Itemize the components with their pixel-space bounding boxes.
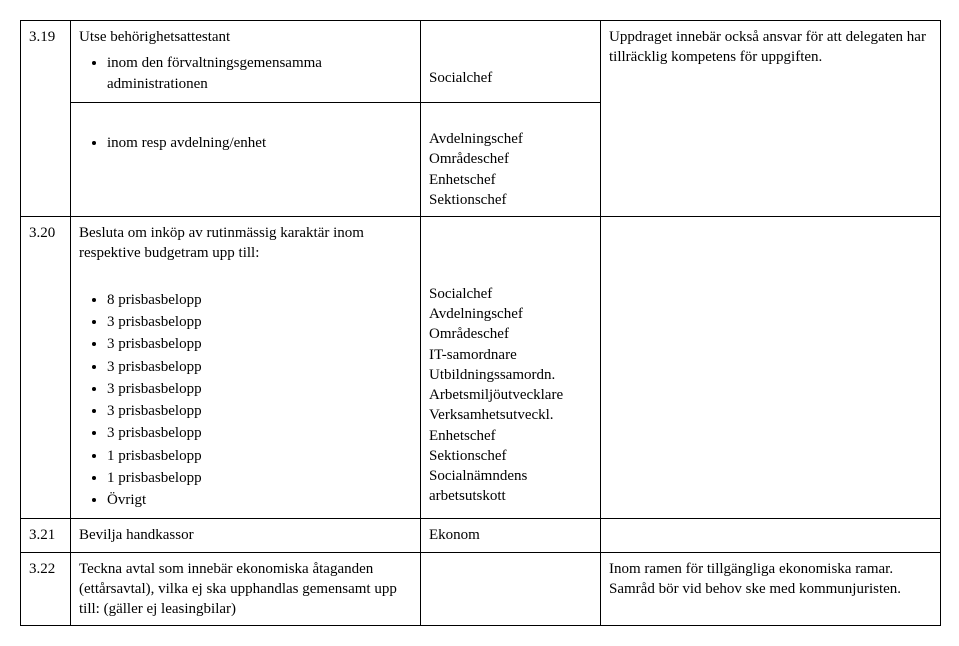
table-row: 3.19 Utse behörighetsattestant inom den … — [21, 21, 941, 103]
list-item: inom den förvaltningsgemensamma administ… — [107, 53, 412, 94]
row-note — [601, 519, 941, 552]
row-number: 3.22 — [21, 552, 71, 626]
list-item: inom resp avdelning/enhet — [107, 133, 412, 153]
list-item: 3 prisbasbelopp — [107, 379, 412, 399]
list-item: Övrigt — [107, 490, 412, 510]
table-row: 3.22 Teckna avtal som innebär ekonomiska… — [21, 552, 941, 626]
delegate-line: Områdeschef — [429, 149, 592, 169]
row-title: Besluta om inköp av rutinmässig karaktär… — [79, 225, 364, 261]
row-delegate: Avdelningschef Områdeschef Enhetschef Se… — [421, 102, 601, 216]
delegate-line: Verksamhetsutveckl. — [429, 405, 592, 425]
delegate-line: IT-samordnare — [429, 345, 592, 365]
row-desc: Besluta om inköp av rutinmässig karaktär… — [71, 217, 421, 519]
list-item: 3 prisbasbelopp — [107, 423, 412, 443]
delegate-line: Socialchef — [429, 284, 592, 304]
delegate-line: Enhetschef — [429, 170, 592, 190]
delegate-line: Enhetschef — [429, 426, 592, 446]
row-delegate — [421, 552, 601, 626]
delegate-text: Socialchef — [429, 70, 492, 86]
row-desc: Bevilja handkassor — [71, 519, 421, 552]
delegate-line: Sektionschef — [429, 190, 592, 210]
delegate-line: Arbetsmiljöutvecklare — [429, 385, 592, 405]
list-item: 1 prisbasbelopp — [107, 468, 412, 488]
row-number: 3.20 — [21, 217, 71, 519]
list-item: 1 prisbasbelopp — [107, 446, 412, 466]
list-item: 3 prisbasbelopp — [107, 401, 412, 421]
row-note: Uppdraget innebär också ansvar för att d… — [601, 21, 941, 217]
list-item: 3 prisbasbelopp — [107, 334, 412, 354]
list-item: 8 prisbasbelopp — [107, 290, 412, 310]
bullet-list: inom resp avdelning/enhet — [79, 133, 412, 153]
table-row: 3.21 Bevilja handkassor Ekonom — [21, 519, 941, 552]
row-number: 3.19 — [21, 21, 71, 217]
row-note — [601, 217, 941, 519]
delegation-table: 3.19 Utse behörighetsattestant inom den … — [20, 20, 941, 626]
list-item: 3 prisbasbelopp — [107, 357, 412, 377]
bullet-list: 8 prisbasbelopp 3 prisbasbelopp 3 prisba… — [79, 290, 412, 511]
row-desc: Utse behörighetsattestant inom den förva… — [71, 21, 421, 103]
delegate-line: Områdeschef — [429, 324, 592, 344]
bullet-list: inom den förvaltningsgemensamma administ… — [79, 53, 412, 94]
list-item: 3 prisbasbelopp — [107, 312, 412, 332]
row-desc: Teckna avtal som innebär ekonomiska åtag… — [71, 552, 421, 626]
delegate-line: Avdelningschef — [429, 304, 592, 324]
row-number: 3.21 — [21, 519, 71, 552]
row-delegate: Socialchef Avdelningschef Områdeschef IT… — [421, 217, 601, 519]
table-row: 3.20 Besluta om inköp av rutinmässig kar… — [21, 217, 941, 519]
row-delegate: Socialchef — [421, 21, 601, 103]
delegate-line: Socialnämndens arbetsutskott — [429, 466, 592, 507]
row-desc: inom resp avdelning/enhet — [71, 102, 421, 216]
row-delegate: Ekonom — [421, 519, 601, 552]
delegate-line: Utbildningssamordn. — [429, 365, 592, 385]
row-note: Inom ramen för tillgängliga ekonomiska r… — [601, 552, 941, 626]
delegate-line: Avdelningschef — [429, 129, 592, 149]
row-title: Utse behörighetsattestant — [79, 29, 230, 45]
delegate-line: Sektionschef — [429, 446, 592, 466]
